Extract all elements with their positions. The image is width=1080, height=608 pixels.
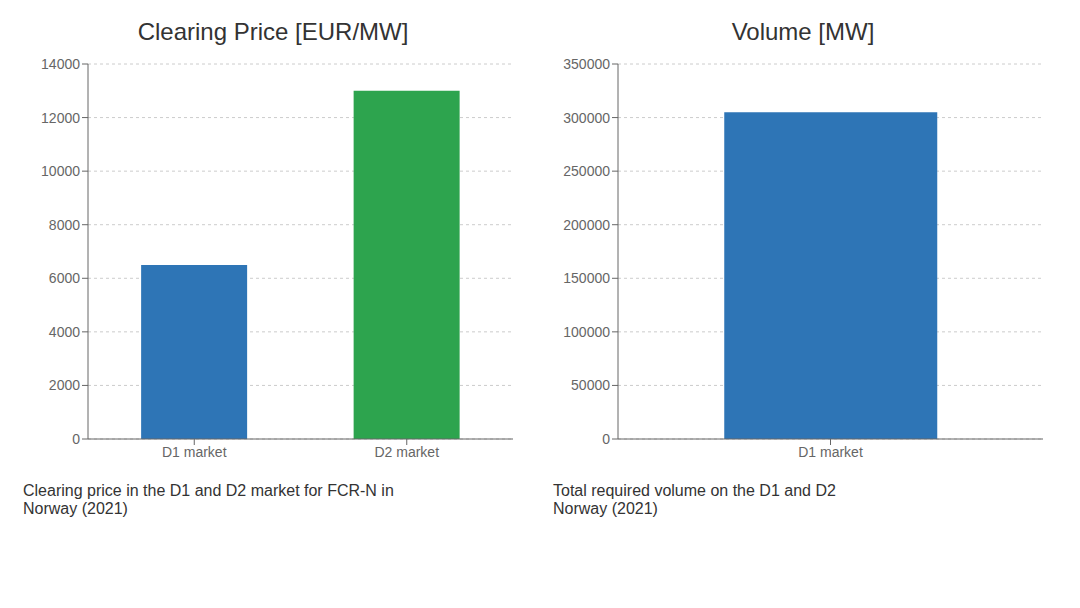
svg-text:12000: 12000: [41, 110, 80, 126]
svg-text:250000: 250000: [563, 163, 610, 179]
svg-text:8000: 8000: [49, 217, 80, 233]
svg-text:6000: 6000: [49, 270, 80, 286]
svg-text:0: 0: [72, 431, 80, 447]
svg-text:50000: 50000: [571, 377, 610, 393]
html-text:Total required volume on the D: Total required volume on the D1 and D2 N…: [553, 482, 836, 517]
svg-text:350000: 350000: [563, 56, 610, 72]
svg-text:300000: 300000: [563, 110, 610, 126]
svg-text:14000: 14000: [41, 56, 80, 72]
svg-text:150000: 150000: [563, 270, 610, 286]
html-text:Clearing price in the D1 and D: Clearing price in the D1 and D2 market f…: [23, 482, 394, 517]
svg-text:10000: 10000: [41, 163, 80, 179]
svg-text:4000: 4000: [49, 324, 80, 340]
svg-text:100000: 100000: [563, 324, 610, 340]
svg-text:200000: 200000: [563, 217, 610, 233]
svg-text:D1 market: D1 market: [798, 444, 863, 460]
svg-text:D2 market: D2 market: [374, 444, 439, 460]
svg-text:D1 market: D1 market: [162, 444, 227, 460]
html-text:Clearing Price [EUR/MW]: Clearing Price [EUR/MW]: [137, 18, 409, 45]
html-text:Volume [MW]: Volume [MW]: [731, 18, 875, 45]
svg-text:2000: 2000: [49, 377, 80, 393]
svg-text:0: 0: [602, 431, 610, 447]
